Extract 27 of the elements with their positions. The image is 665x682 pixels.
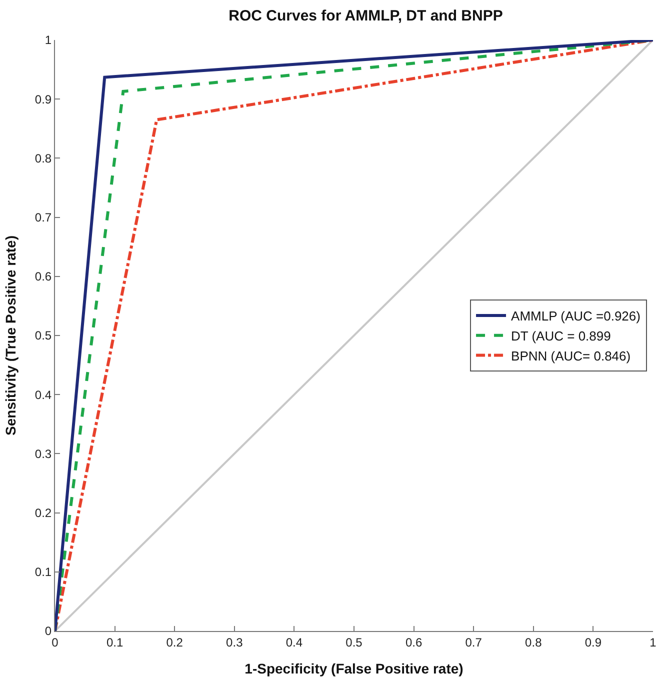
x-tick-label: 0.5 — [346, 635, 363, 650]
y-tick-label: 1 — [44, 33, 52, 48]
y-tick-label: 0.8 — [34, 151, 52, 166]
y-tick-label: 0.1 — [34, 565, 52, 580]
y-tick-label: 0.5 — [34, 328, 52, 343]
y-tick-label: 0.7 — [34, 210, 52, 224]
legend-label: AMMLP (AUC =0.926) — [511, 308, 640, 324]
y-tick-label: 0.9 — [34, 92, 52, 106]
x-tick-label: 0.4 — [286, 635, 303, 650]
y-tick-label: 0.4 — [34, 388, 52, 402]
x-tick-label: 0.8 — [525, 635, 542, 650]
legend-label: DT (AUC = 0.899 — [511, 328, 611, 344]
x-axis-title: 1-Specificity (False Positive rate) — [244, 660, 464, 677]
x-tick-label: 0.1 — [106, 635, 124, 650]
y-tick-label: 0.2 — [34, 506, 52, 520]
x-tick-label: 1 — [650, 635, 657, 650]
x-tick-label: 0.6 — [405, 635, 422, 650]
y-axis-title: Sensitivity (True Positive rate) — [2, 236, 19, 436]
y-tick-label: 0.3 — [34, 446, 52, 461]
x-tick-label: 0.2 — [166, 635, 184, 650]
y-tick-label: 0 — [44, 624, 52, 638]
x-tick-label: 0.7 — [465, 635, 482, 650]
y-tick-label: 0.6 — [34, 270, 52, 284]
x-tick-label: 0.9 — [584, 635, 602, 650]
legend-label: BPNN (AUC= 0.846) — [511, 348, 631, 364]
x-tick-label: 0.3 — [226, 635, 244, 650]
chart-title: ROC Curves for AMMLP, DT and BNPP — [228, 8, 503, 25]
